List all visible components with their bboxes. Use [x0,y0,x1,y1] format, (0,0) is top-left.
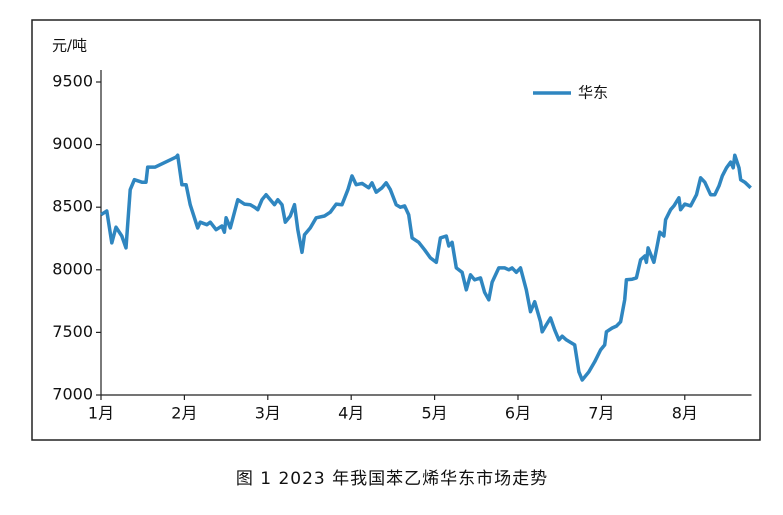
caption: 图 1 2023 年我国苯乙烯华东市场走势 [236,469,548,489]
y-tick-label: 9000 [52,134,93,153]
y-axis-label: 元/吨 [52,37,87,55]
x-tick-label: 7月 [588,404,614,423]
x-tick-label: 2月 [171,404,197,423]
x-tick-label: 6月 [505,404,531,423]
chart-frame [31,19,761,441]
y-tick-label: 9500 [52,72,93,91]
legend-label: 华东 [578,84,608,102]
line-series [100,153,752,382]
y-tick-label: 7500 [52,322,93,341]
x-tick-label: 5月 [421,404,447,423]
x-tick-label: 8月 [672,404,698,423]
y-tick-label: 7000 [52,385,93,404]
x-tick-label: 4月 [338,404,364,423]
y-tick-label: 8500 [52,197,93,216]
y-tick-label: 8000 [52,259,93,278]
x-tick-label: 1月 [88,404,114,423]
x-tick-label: 3月 [255,404,281,423]
